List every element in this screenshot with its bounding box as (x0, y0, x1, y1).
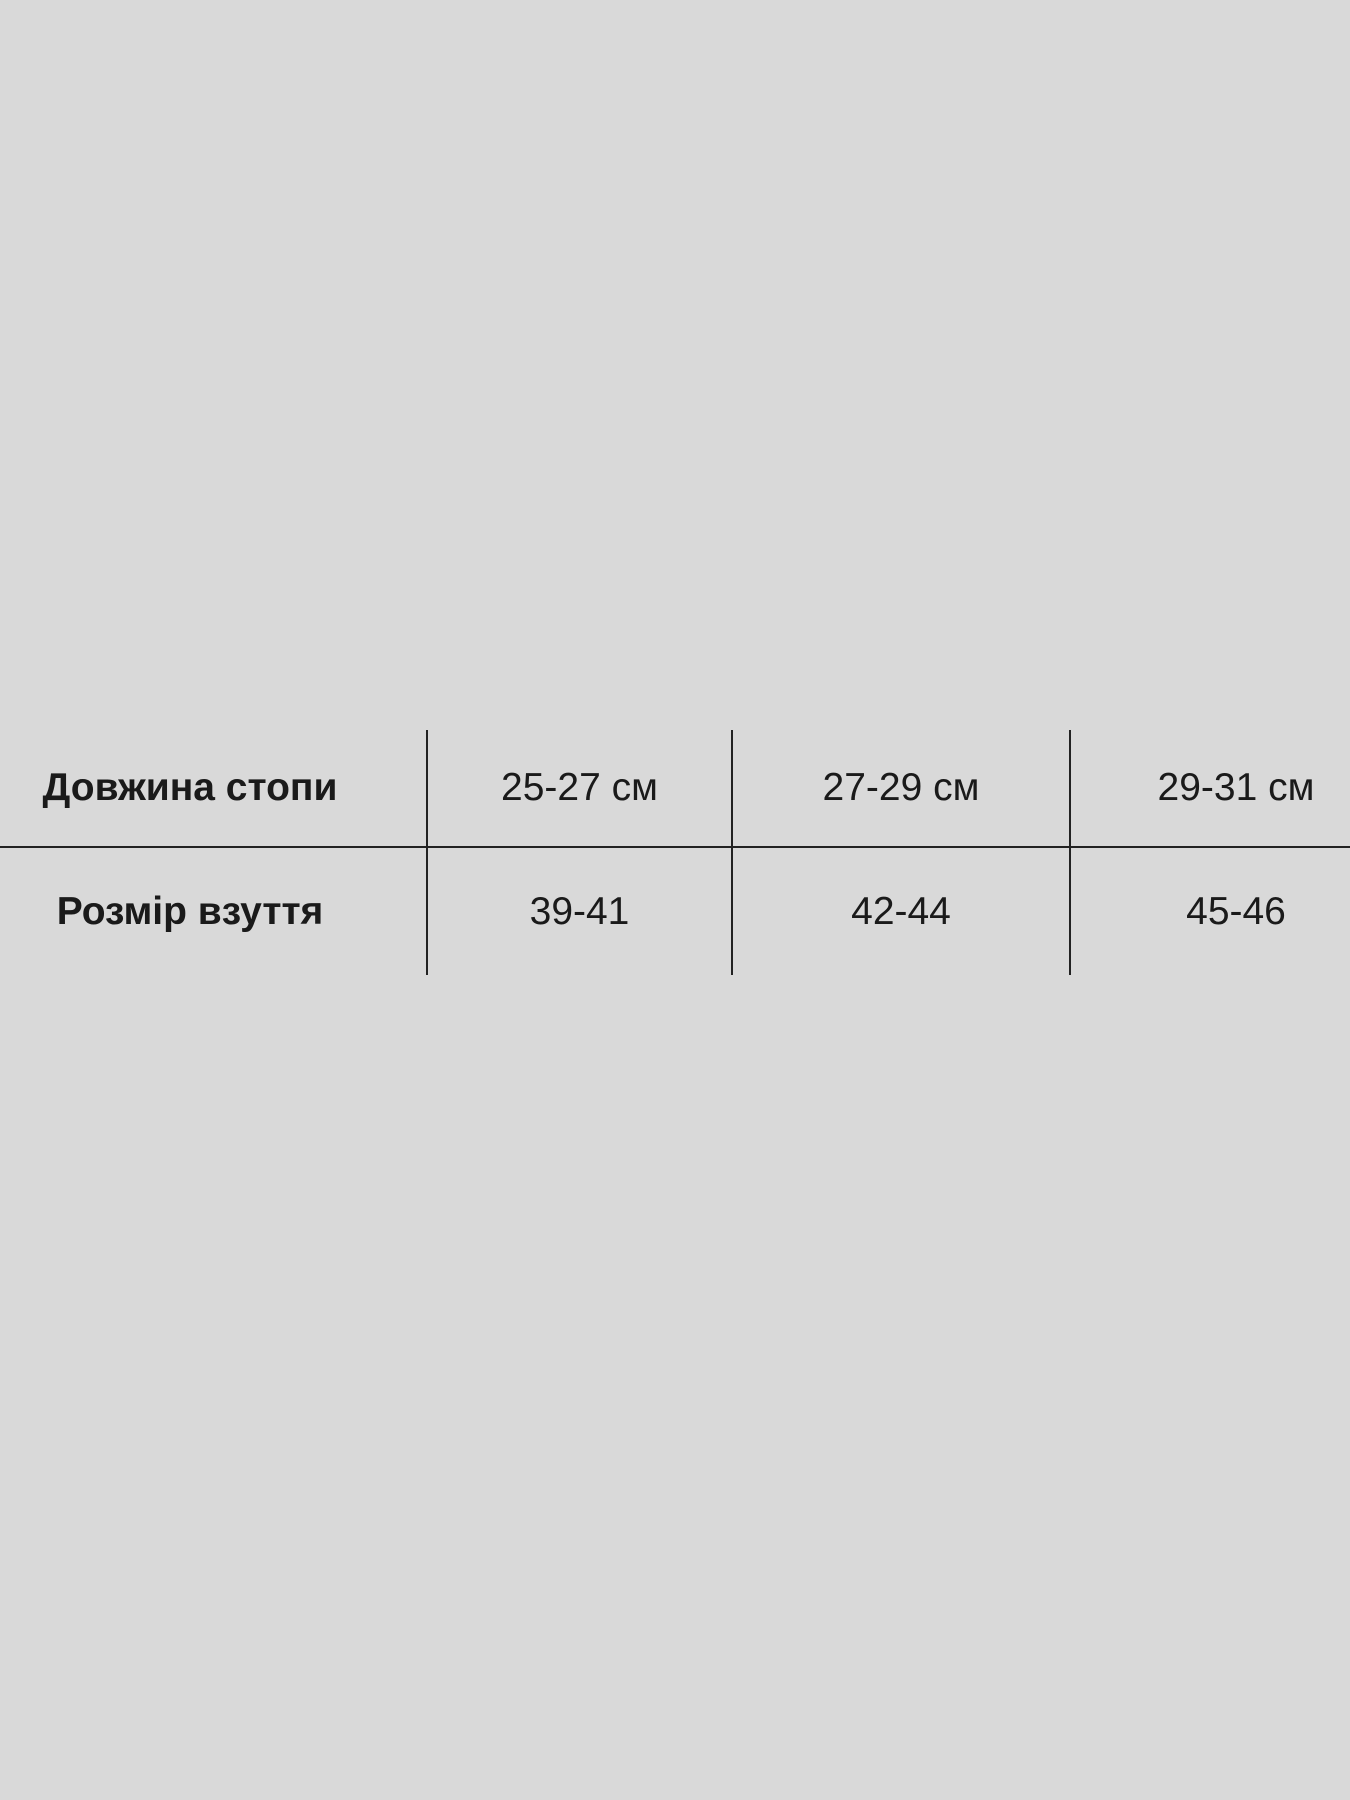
column-divider (731, 730, 733, 975)
table-cell: 39-41 (529, 889, 630, 933)
row-divider (0, 846, 1350, 848)
column-divider (1069, 730, 1071, 975)
table-cell: 45-46 (1186, 889, 1286, 933)
row-header-foot-length: Довжина стопи (42, 766, 338, 809)
column-divider (426, 730, 428, 975)
table-cell: 29-31 см (1157, 766, 1315, 809)
table-cell: 27-29 см (822, 766, 980, 809)
table-cell: 42-44 (851, 889, 951, 933)
row-header-shoe-size: Розмір взуття (56, 889, 324, 933)
table-cell: 25-27 см (501, 766, 658, 809)
